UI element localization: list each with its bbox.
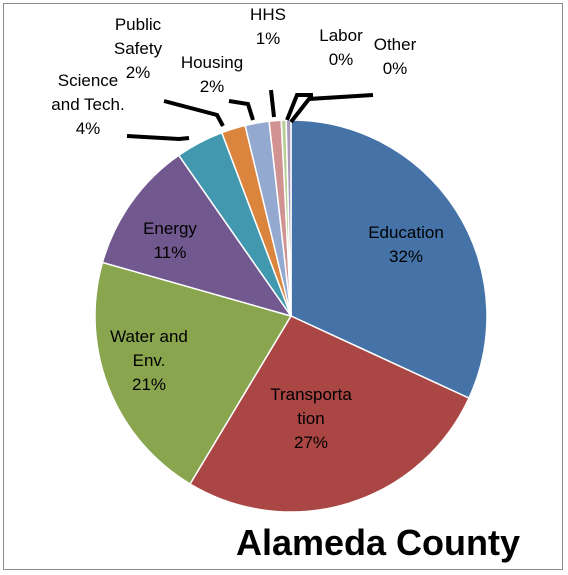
leader-line-4: [126, 134, 190, 142]
leader-lines: [126, 89, 374, 142]
slice-label-7: HHS 1%: [250, 5, 286, 48]
leader-line-5: [163, 99, 225, 127]
chart-frame: Education 32% Transporta tion 27% Water and En…: [3, 3, 563, 570]
leader-line-9: [289, 93, 374, 124]
pie-slice-3: [101, 154, 292, 317]
slice-label-5: Public Safety 2%: [114, 15, 163, 82]
pie-slice-0: [290, 119, 488, 399]
slice-label-8: Labor 0%: [319, 26, 363, 69]
leader-line-8: [285, 93, 313, 121]
slice-label-3: Energy 11%: [143, 219, 197, 262]
slice-label-1: Transporta tion 27%: [270, 385, 352, 452]
slice-label-6: Housing 2%: [181, 53, 243, 96]
slice-label-2: Water and Env. 21%: [110, 327, 188, 394]
pie-slice-1: [189, 315, 470, 513]
leader-line-6: [228, 99, 255, 121]
slice-label-9: Other 0%: [374, 35, 417, 78]
chart-title: Alameda County: [236, 522, 520, 563]
pie-slice-2: [94, 261, 292, 485]
slice-label-0: Education 32%: [368, 223, 444, 266]
slice-labels: Education 32% Transporta tion 27% Water and En…: [51, 5, 444, 452]
pie-chart: Education 32% Transporta tion 27% Water and En…: [51, 5, 520, 563]
pie-slices: [94, 119, 488, 513]
leader-line-7: [269, 89, 276, 118]
slice-label-4: Science and Tech. 4%: [51, 71, 124, 138]
